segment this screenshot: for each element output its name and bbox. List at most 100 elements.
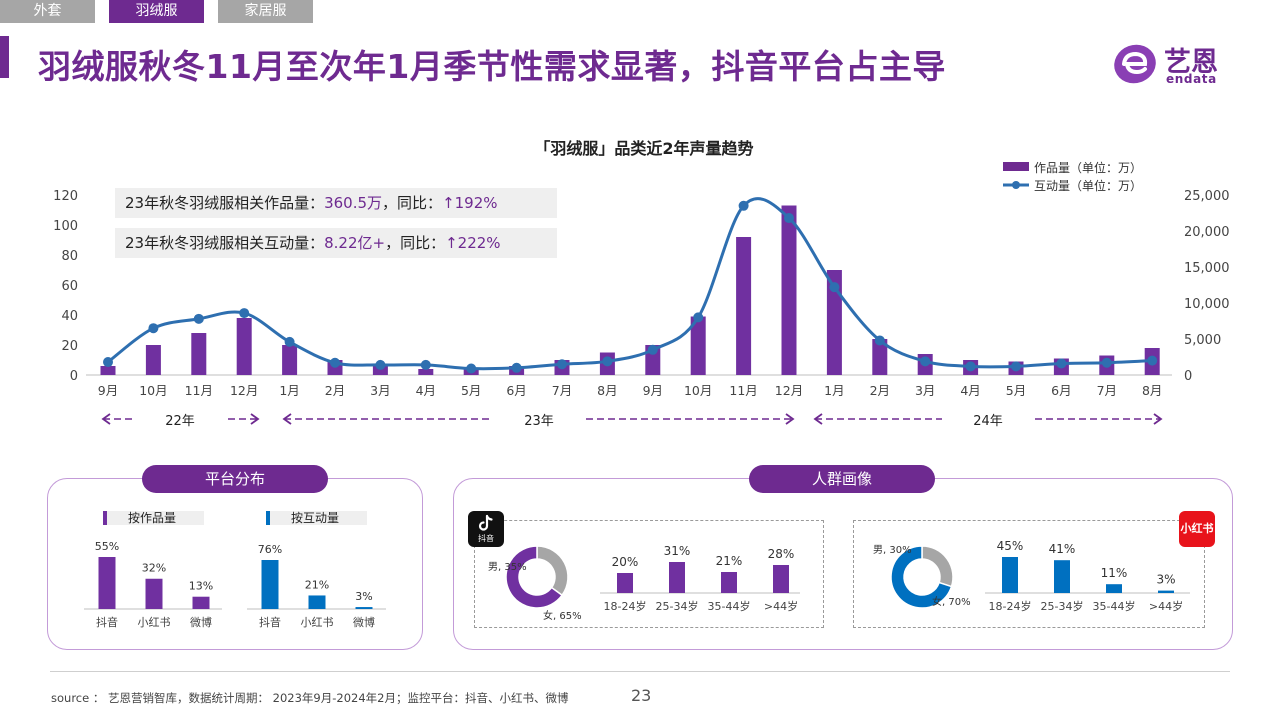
platform-works-bar-value: 55% — [95, 540, 119, 553]
platform-charts: 按作品量 按互动量 55% 抖音 32% 小红书 13% 微博 76% 抖音 21% 小红书 3%… — [84, 511, 386, 629]
x-tick-label: 5月 — [461, 383, 481, 398]
interactions-point — [330, 357, 340, 368]
x-tick-label: 6月 — [1051, 383, 1071, 398]
tab-homewear[interactable]: 家居服 — [218, 0, 313, 23]
x-tick-label: 12月 — [230, 383, 258, 398]
platform-works-bar-value: 32% — [142, 562, 166, 575]
x-tick-label: 2月 — [325, 383, 345, 398]
y-right-tick-label: 20,000 — [1184, 225, 1230, 240]
x-tick-label: 2月 — [870, 383, 890, 398]
x-tick-label: 11月 — [185, 383, 213, 398]
page-title: 羽绒服秋冬11月至次年1月季节性需求显著，抖音平台占主导 — [38, 47, 946, 86]
x-tick-label: 10月 — [139, 383, 167, 398]
douyin-age-bar — [617, 573, 633, 593]
interactions-point — [511, 362, 522, 373]
x-tick-label: 4月 — [416, 383, 436, 398]
chart-title: 「羽绒服」品类近2年声量趋势 — [534, 139, 753, 158]
platform-interactions-bar-value: 21% — [305, 578, 329, 591]
douyin-badge: 抖音 — [468, 511, 504, 547]
legend-works-swatch — [1003, 162, 1029, 171]
works-label: 按作品量 — [128, 511, 176, 525]
interactions-point — [148, 323, 159, 334]
x-tick-label: 4月 — [960, 383, 980, 398]
douyin-age-bar-value: 31% — [664, 544, 691, 558]
works-bar — [736, 237, 752, 375]
works-bar — [145, 345, 161, 375]
interactions-point — [920, 356, 931, 367]
xiaohongshu-badge: 小红书 — [1179, 511, 1215, 547]
callout-works-value: 360.5万 — [324, 194, 383, 212]
douyin-age-bar-value: 28% — [768, 547, 795, 561]
legend-works-label: 作品量（单位：万） — [1034, 160, 1142, 175]
page-number: 23 — [631, 686, 652, 705]
audience-title: 人群画像 — [749, 465, 935, 493]
y-left-tick-label: 80 — [61, 249, 78, 264]
callout-works-change: ↑192% — [442, 194, 498, 212]
platform-works-bar — [98, 557, 116, 609]
source-note: source ： 艺恩营销智库，数据统计周期： 2023年9月-2024年2月；… — [51, 691, 569, 705]
x-tick-label: 5月 — [1006, 383, 1026, 398]
year-label: 23年 — [524, 414, 554, 429]
douyin-age-bar-category: >44岁 — [764, 599, 798, 613]
xiaohongshu-age-bar — [1054, 560, 1070, 593]
xiaohongshu-age-bar-category: 35-44岁 — [1093, 599, 1136, 613]
year-span-arrow — [101, 413, 111, 425]
xiaohongshu-male-label: 男, 30% — [873, 544, 912, 556]
trend-chart: 「羽绒服」品类近2年声量趋势 作品量（单位：万） 互动量（单位：万） 0 20 40… — [53, 139, 1230, 429]
works-bar — [236, 318, 252, 375]
interactions-point — [557, 359, 567, 370]
interactions-point — [874, 335, 885, 346]
interactions-point — [693, 312, 704, 323]
interactions-point — [647, 344, 658, 355]
y-left-tick-label: 40 — [61, 309, 78, 324]
douyin-age-bar-category: 18-24岁 — [604, 599, 647, 613]
x-tick-label: 10月 — [684, 383, 712, 398]
interactions-point — [738, 200, 749, 211]
tab-outerwear[interactable]: 外套 — [0, 0, 95, 23]
xiaohongshu-age-bar-value: 45% — [997, 539, 1024, 553]
y-left-tick-label: 0 — [70, 369, 78, 384]
logo-name: 艺恩 — [1164, 47, 1218, 78]
xiaohongshu-female-label: 女, 70% — [932, 595, 971, 608]
footer-divider — [50, 671, 1230, 672]
platform-works-bar-category: 小红书 — [138, 616, 171, 629]
year-span-arrow — [813, 413, 823, 425]
year-span-arrow — [1153, 413, 1163, 425]
interactions-point — [1147, 355, 1158, 366]
xiaohongshu-badge-label: 小红书 — [1180, 522, 1214, 535]
title-accent-bar — [0, 36, 9, 78]
audience-charts: 男, 35% 女, 65% 20% 18-24岁 31% 25-34岁 21% 35-44岁… — [488, 539, 1190, 622]
douyin-female-label: 女, 65% — [543, 609, 582, 622]
xiaohongshu-age-bar — [1002, 557, 1018, 593]
x-tick-label: 1月 — [824, 383, 844, 398]
douyin-gender-slice — [505, 545, 564, 609]
platform-works-bar-value: 13% — [189, 580, 213, 593]
platform-interactions-bar-category: 微博 — [353, 615, 375, 629]
platform-interactions-bar-category: 小红书 — [301, 616, 334, 629]
xiaohongshu-age-bar-value: 11% — [1101, 566, 1128, 580]
x-tick-label: 8月 — [597, 383, 617, 398]
interactions-point — [1011, 361, 1021, 372]
callout-interactions-change: ↑222% — [445, 234, 501, 252]
legend-interactions-label: 互动量（单位：万） — [1034, 178, 1142, 193]
year-label: 22年 — [165, 414, 195, 429]
year-span-arrow — [282, 413, 292, 425]
interactions-point — [829, 282, 840, 293]
x-tick-label: 3月 — [370, 383, 390, 398]
year-span-arrow — [250, 413, 260, 425]
interactions-point — [103, 357, 113, 368]
xiaohongshu-age-bar-category: >44岁 — [1149, 599, 1183, 613]
tab-down-jacket[interactable]: 羽绒服 — [109, 0, 204, 23]
interactions-point — [466, 363, 477, 374]
y-right-tick-label: 0 — [1184, 369, 1192, 384]
douyin-male-label: 男, 35% — [488, 561, 527, 573]
interactions-point — [420, 359, 431, 370]
x-tick-label: 3月 — [915, 383, 935, 398]
callout-interactions: 23年秋冬羽绒服相关互动量：8.22亿+，同比：↑222% — [115, 228, 557, 258]
douyin-age-bar-value: 21% — [716, 554, 743, 568]
works-label-bg — [103, 511, 204, 525]
douyin-age-bar-value: 20% — [612, 555, 639, 569]
interactions-point — [193, 313, 204, 324]
interactions-point — [1056, 358, 1067, 369]
platform-interactions-bar — [308, 595, 326, 609]
